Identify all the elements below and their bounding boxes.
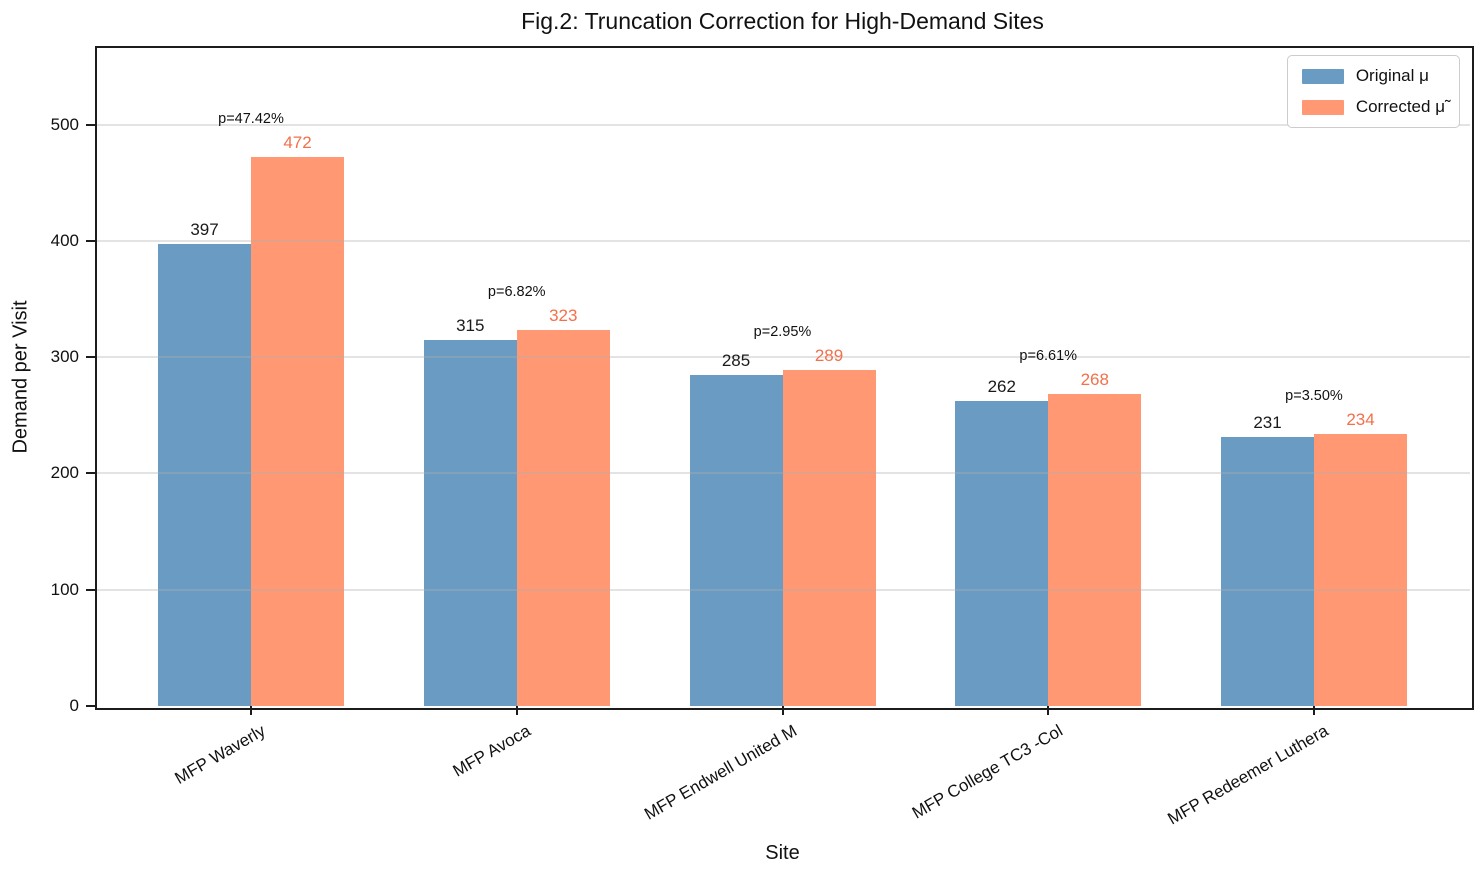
- bar-value-label: 397: [190, 220, 219, 240]
- gridline: [95, 588, 1470, 591]
- y-axis-tick: [86, 472, 95, 475]
- y-axis-tick: [86, 239, 95, 242]
- gridline: [95, 123, 1470, 126]
- bar-corrected: [516, 330, 610, 706]
- x-tick-label: MFP Endwell United M: [641, 721, 800, 824]
- bar-value-label: 289: [814, 346, 844, 366]
- gridline: [95, 356, 1470, 359]
- bar-value-label: 231: [1253, 413, 1282, 433]
- gridline: [95, 472, 1470, 475]
- legend-swatch-icon: [1301, 99, 1344, 115]
- legend: Original μ Corrected μ̃: [1286, 55, 1460, 128]
- x-axis-tick: [515, 706, 518, 715]
- bar-original: [1221, 437, 1314, 706]
- x-axis-label: Site: [765, 842, 800, 864]
- bar-value-label: 262: [987, 377, 1016, 397]
- y-tick-label: 100: [50, 579, 79, 599]
- bar-corrected: [1314, 433, 1407, 706]
- bar-value-label: 472: [283, 133, 312, 153]
- gridline: [95, 239, 1470, 242]
- x-axis-tick: [250, 706, 252, 715]
- legend-label: Corrected μ̃: [1355, 97, 1445, 116]
- p-value-annotation: p=6.61%: [1019, 348, 1078, 365]
- y-axis-tick: [86, 123, 95, 126]
- chart-title: Fig.2: Truncation Correction for High-De…: [521, 8, 1044, 34]
- y-tick-label: 500: [50, 114, 79, 134]
- x-axis-tick: [1313, 706, 1315, 715]
- x-tick-label: MFP Avoca: [450, 721, 535, 781]
- bar-value-label: 234: [1346, 409, 1375, 429]
- y-axis-tick: [86, 588, 95, 591]
- bar-original: [158, 244, 251, 706]
- p-value-annotation: p=6.82%: [487, 284, 546, 301]
- legend-entry: Original μ: [1301, 66, 1445, 86]
- x-tick-label: MFP Redeemer Luthera: [1164, 721, 1332, 829]
- y-tick-label: 400: [50, 230, 79, 250]
- y-tick-label: 200: [50, 463, 79, 483]
- bar-value-label: 315: [456, 315, 485, 335]
- y-axis-tick: [86, 356, 95, 359]
- y-tick-label: 0: [69, 696, 79, 715]
- bar-value-label: 268: [1080, 370, 1109, 390]
- legend-entry: Corrected μ̃: [1301, 97, 1445, 117]
- bar-original: [955, 401, 1049, 706]
- bar-corrected: [251, 157, 344, 706]
- bar-value-label: 323: [549, 306, 578, 326]
- bar-value-label: 285: [721, 350, 751, 370]
- bar-corrected: [782, 370, 876, 706]
- bar-original: [689, 374, 783, 706]
- bar-original: [423, 339, 517, 706]
- legend-swatch-icon: [1301, 68, 1344, 84]
- y-axis-tick: [86, 705, 95, 707]
- x-tick-label: MFP College TC3 -Col: [908, 721, 1066, 823]
- y-tick-label: 300: [50, 347, 79, 367]
- p-value-annotation: p=3.50%: [1285, 387, 1343, 404]
- p-value-annotation: p=2.95%: [753, 324, 812, 341]
- x-axis-tick: [1047, 706, 1050, 715]
- bar-corrected: [1048, 394, 1142, 706]
- x-axis-tick: [781, 706, 784, 715]
- x-tick-label: MFP Waverly: [171, 721, 269, 788]
- y-axis-label: Demand per Visit: [9, 300, 32, 454]
- legend-label: Original μ: [1355, 66, 1429, 85]
- p-value-annotation: p=47.42%: [218, 111, 284, 128]
